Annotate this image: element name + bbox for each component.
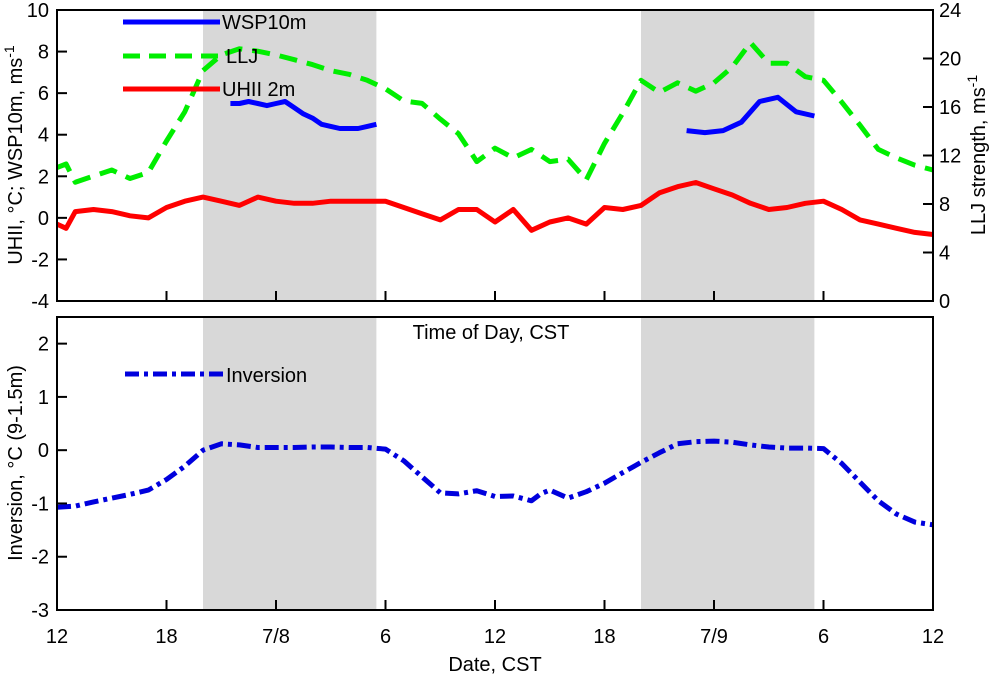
bottom-ytick-label-1: -2 [31,547,49,569]
top-series-uhii-2m-3 [55,180,934,237]
top-y2tick-label-4: 16 [939,97,961,119]
top-y2label-text: LLJ strength, ms [968,87,990,235]
top-right-y-ticks: 0 4 8 12 16 20 24 [923,0,961,313]
top-ylabel: UHII, °C; WSP10m, ms-1 [1,45,27,265]
top-ylabel-text: UHII, °C; WSP10m, ms [5,58,27,265]
bottom-xtick-label-8: 12 [922,626,944,648]
top-y2tick-label-1: 4 [939,243,950,265]
top-ytick-label-1: -2 [31,249,49,271]
top-series-wsp10m-0 [230,99,377,131]
top-series-wsp10m-1 [686,94,815,136]
legend-uhii-label: UHII 2m [222,79,295,101]
top-y2tick-label-5: 20 [939,49,961,71]
top-ytick-label-7: 10 [27,0,49,22]
top-ytick-label-4: 4 [38,125,49,147]
bottom-ytick-label-2: -1 [31,493,49,515]
shaded-span-1 [641,317,815,610]
top-legend: WSP10m LLJ UHII 2m [123,12,306,101]
top-x-ticks [56,291,934,301]
top-y2label-sup: -1 [964,75,980,88]
bottom-x-ticks: 12 18 7/8 6 12 18 7/9 6 12 [46,600,944,648]
bottom-xtick-label-2: 7/8 [262,626,290,648]
bottom-ytick-label-5: 2 [38,334,49,356]
bottom-series-inversion-0 [56,438,934,528]
bottom-xtick-label-1: 18 [155,626,177,648]
bottom-series-group [56,438,934,528]
bottom-xlabel: Date, CST [448,654,541,676]
top-ytick-label-2: 0 [38,208,49,230]
top-left-y-ticks: -4 -2 0 2 4 6 8 10 [27,0,67,313]
top-ytick-label-3: 2 [38,166,49,188]
bottom-y-ticks: -3 -2 -1 0 1 2 [31,334,67,622]
bottom-xtick-label-3: 6 [380,626,391,648]
bottom-ylabel: Inversion, °C (9-1.5m) [5,365,27,561]
bottom-ytick-label-4: 1 [38,387,49,409]
top-series-group [55,40,934,237]
top-ytick-label-6: 8 [38,42,49,64]
shaded-span-1 [641,10,815,301]
bottom-legend: Inversion [125,365,307,387]
top-ytick-label-0: -4 [31,291,49,313]
bottom-ytick-label-0: -3 [31,600,49,622]
bottom-xtick-label-7: 6 [818,626,829,648]
legend-llj-label: LLJ [226,46,258,68]
bottom-xtick-label-0: 12 [46,626,68,648]
top-y2tick-label-2: 8 [939,194,950,216]
bottom-xtick-label-6: 7/9 [700,626,728,648]
top-xlabel: Time of Day, CST [413,322,570,344]
top-y2tick-label-3: 12 [939,146,961,168]
legend-inversion-label: Inversion [226,365,307,387]
bottom-xtick-label-5: 18 [593,626,615,648]
top-y2tick-label-0: 0 [939,291,950,313]
top-y2label: LLJ strength, ms-1 [964,75,990,236]
bottom-shaded-spans [203,317,815,610]
top-series-llj-2 [56,40,934,185]
bottom-ytick-label-3: 0 [38,440,49,462]
top-ylabel-sup: -1 [1,45,17,58]
top-shaded-spans [203,10,815,301]
top-y2tick-label-6: 24 [939,0,961,22]
legend-wsp10m-label: WSP10m [222,12,306,34]
shaded-span-0 [203,317,377,610]
bottom-xtick-label-4: 12 [484,626,506,648]
top-ytick-label-5: 6 [38,83,49,105]
